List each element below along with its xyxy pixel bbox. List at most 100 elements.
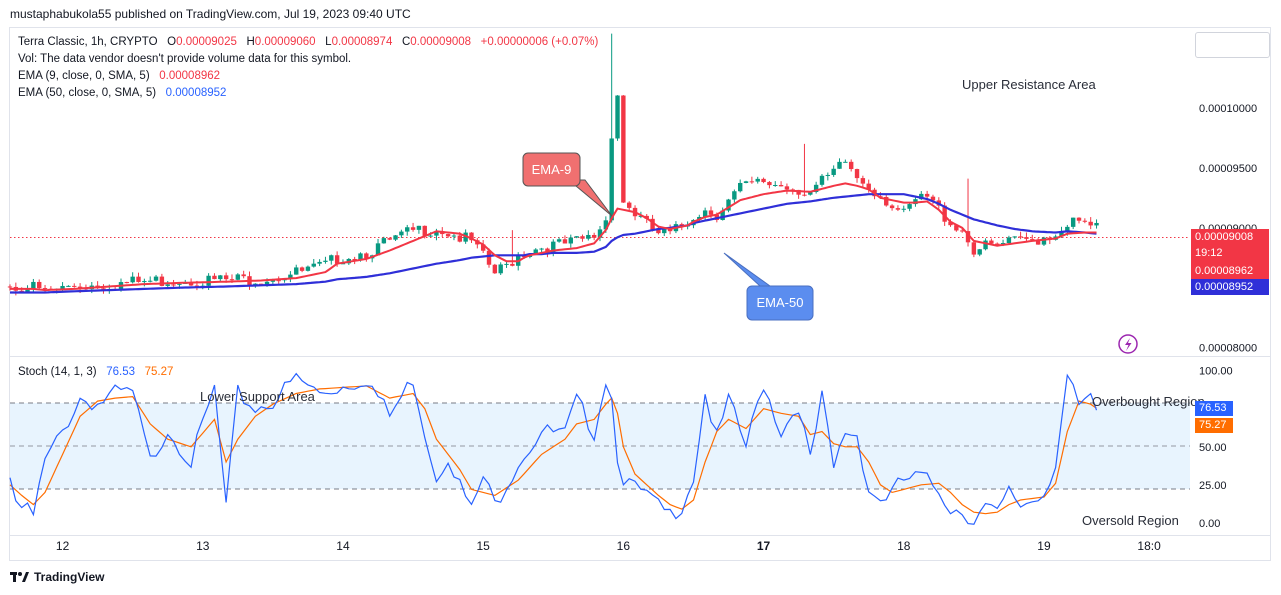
- candle-body: [416, 225, 422, 230]
- candle-body: [329, 255, 334, 261]
- candle-body: [492, 264, 498, 274]
- candle-body: [580, 236, 585, 239]
- candle-body: [977, 249, 982, 255]
- candle-body: [983, 240, 988, 250]
- candle-body: [761, 178, 766, 183]
- legend-symbol[interactable]: Terra Classic, 1h, CRYPTO: [18, 36, 158, 48]
- stoch-axis-label: 100.00: [1199, 366, 1233, 378]
- candle-body: [1088, 221, 1093, 226]
- candle-body: [813, 184, 819, 192]
- candle-body: [930, 196, 936, 201]
- candle-body: [901, 208, 906, 210]
- candle-body: [171, 284, 176, 286]
- candle-body: [142, 281, 147, 283]
- ema50-legend-label: EMA (50, close, 0, SMA, 5): [18, 87, 157, 99]
- candle-body: [784, 186, 790, 190]
- legend-h-label: H: [246, 36, 255, 48]
- lightning-icon[interactable]: [1118, 334, 1138, 354]
- candle-body: [609, 138, 614, 221]
- candle-body: [767, 182, 772, 186]
- candle-body: [60, 285, 65, 289]
- candle-body: [773, 185, 778, 187]
- candle-body: [223, 275, 229, 280]
- candle-body: [656, 229, 661, 234]
- candle-body: [948, 221, 953, 226]
- candle-body: [819, 175, 825, 185]
- tradingview-logo-icon: [10, 572, 29, 582]
- candle-body: [749, 181, 755, 183]
- ohlc-legend: Terra Classic, 1h, CRYPTO O0.00009025 H0…: [18, 34, 598, 51]
- ema50-callout-label: EMA-50: [757, 295, 804, 310]
- candle-body: [603, 220, 609, 230]
- price-axis-label: 0.00008000: [1199, 343, 1257, 355]
- candle-body: [393, 235, 398, 240]
- candle-body: [130, 276, 135, 283]
- candle-body: [317, 261, 322, 264]
- candle-body: [574, 236, 579, 238]
- oversold-label: Oversold Region: [1082, 513, 1179, 528]
- lower-support-label: Lower Support Area: [200, 389, 316, 404]
- ema9-legend[interactable]: EMA (9, close, 0, SMA, 5) 0.00008962: [18, 68, 220, 85]
- candle-body: [638, 215, 644, 217]
- candle-body: [667, 229, 673, 232]
- time-axis-label: 14: [336, 539, 350, 553]
- candle-body: [848, 161, 854, 170]
- candle-body: [562, 239, 568, 244]
- candle-body: [1094, 222, 1099, 226]
- candle-body: [311, 263, 316, 267]
- candle-body: [720, 210, 725, 221]
- tradingview-logo[interactable]: TradingView: [10, 570, 104, 584]
- candle-body: [235, 274, 241, 280]
- candle-body: [422, 225, 427, 237]
- candle-body: [1018, 236, 1023, 238]
- ema9-legend-value: 0.00008962: [159, 70, 221, 82]
- time-axis-label: 18: [897, 539, 911, 553]
- candle-body: [7, 286, 13, 288]
- current-price-value: 0.00009008: [1195, 231, 1254, 243]
- candle-body: [177, 283, 182, 285]
- candle-body: [37, 281, 42, 289]
- stoch-legend[interactable]: Stoch (14, 1, 3) 76.53 75.27: [18, 364, 173, 381]
- candle-body: [381, 238, 387, 244]
- ema50-legend-value: 0.00008952: [165, 87, 227, 99]
- candle-body: [305, 266, 311, 271]
- stoch-k-legend-value: 76.53: [106, 366, 136, 378]
- ema50-legend[interactable]: EMA (50, close, 0, SMA, 5) 0.00008952: [18, 85, 226, 102]
- volume-note: Vol: The data vendor doesn't provide vol…: [18, 53, 352, 65]
- candle-countdown: 19:12: [1195, 247, 1223, 259]
- candle-body: [743, 181, 749, 183]
- legend-change: +0.00000006 (+0.07%): [480, 36, 599, 48]
- candle-body: [1012, 236, 1017, 238]
- time-axis-label: 19: [1037, 539, 1051, 553]
- candle-body: [124, 282, 130, 284]
- candle-body: [101, 288, 106, 290]
- candle-body: [510, 263, 515, 266]
- candle-body: [364, 253, 369, 259]
- publisher-line: mustaphabukola55 published on TradingVie…: [10, 7, 411, 21]
- candle-body: [1065, 226, 1070, 232]
- stoch-axis-label: 50.00: [1199, 442, 1227, 454]
- legend-close: 0.00009008: [410, 36, 472, 48]
- candle-body: [31, 281, 36, 290]
- price-axis-label: 0.00010000: [1199, 103, 1257, 115]
- candle-body: [428, 235, 433, 237]
- chart-settings-box[interactable]: [1195, 32, 1270, 58]
- candle-body: [895, 208, 901, 210]
- ema9-price-tag: 0.00008962: [1191, 263, 1269, 279]
- candle-body: [1024, 237, 1029, 239]
- candle-body: [153, 276, 159, 281]
- legend-open: 0.00009025: [176, 36, 237, 48]
- candle-body: [25, 289, 30, 293]
- candle-body: [837, 161, 842, 169]
- legend-l-label: L: [325, 36, 332, 48]
- candle-body: [241, 274, 246, 277]
- time-axis-label: 17: [757, 539, 771, 553]
- stoch-legend-label: Stoch (14, 1, 3): [18, 366, 97, 378]
- candle-body: [358, 253, 363, 260]
- candle-body: [375, 243, 381, 256]
- candle-body: [615, 95, 620, 139]
- candle-body: [188, 282, 194, 286]
- time-axis-label: 13: [196, 539, 210, 553]
- candle-body: [568, 237, 573, 244]
